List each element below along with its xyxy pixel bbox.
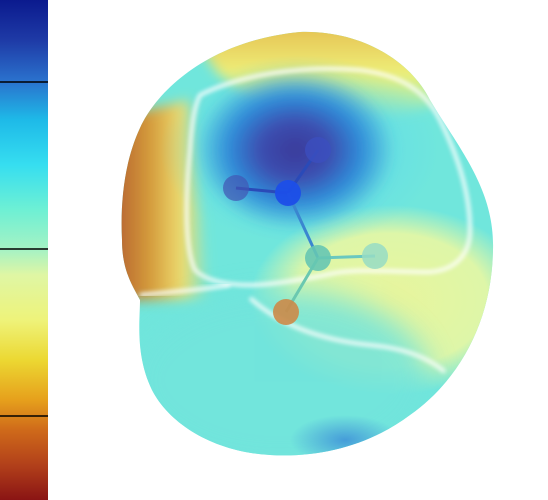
molecule [223,137,388,325]
atom-upper-right [305,137,331,163]
atom-right [362,243,388,269]
atom-bottom [273,299,299,325]
atom-center [275,180,301,206]
atom-left [223,175,249,201]
surface-fill [121,31,494,456]
colorbar [0,0,48,500]
atom-lower-center [305,245,331,271]
